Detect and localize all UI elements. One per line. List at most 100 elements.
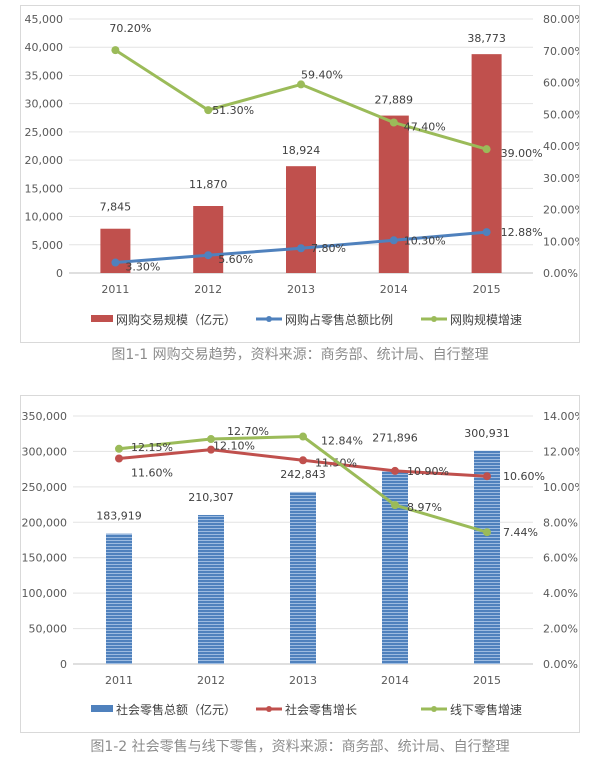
line-point [207,435,215,444]
legend-label: 社会零售增长 [285,702,357,717]
y-right-tick-label: 6.00% [543,552,578,565]
series-line [114,48,488,151]
y-right-tick-label: 50.00% [543,108,579,121]
line-data-label: 51.30% [212,104,254,117]
line-point [483,528,491,537]
legend-label: 网购规模增速 [450,312,522,327]
bar [106,533,132,664]
chart-1-caption: 图1-1 网购交易趋势，资料来源：商务部、统计局、自行整理 [111,347,489,363]
x-tick-label: 2011 [101,283,129,296]
y-right-tick-label: 14.00% [543,410,579,423]
y-right-tick-label: 2.00% [543,623,578,636]
line-point [482,228,491,237]
line-point [111,46,120,55]
y-right-tick-label: 40.00% [543,140,579,153]
line-data-label: 8.97% [407,501,442,514]
legend-label: 社会零售总额（亿元） [116,702,236,717]
y-left-tick-label: 300,000 [22,445,68,458]
y-left-tick-label: 15,000 [25,182,64,195]
y-left-tick-label: 45,000 [25,13,64,26]
line-data-label: 59.40% [301,68,343,81]
line-data-label: 7.80% [311,242,346,255]
x-tick-label: 2015 [473,674,501,687]
line-point [389,236,398,245]
bar [471,54,502,274]
line-point [207,445,215,454]
y-left-tick-label: 250,000 [22,481,68,494]
x-tick-label: 2013 [287,283,315,296]
x-tick-label: 2012 [197,674,225,687]
bar-data-label: 11,870 [189,178,228,191]
line-point [204,251,213,260]
chart-2-retail-sales: 0 50,000 100,000 150,000 200,000 250,000 300,0… [22,410,580,717]
legend-swatch-marker [431,706,437,712]
line-data-label: 11.60% [131,467,173,480]
bar-data-label: 300,931 [464,427,510,440]
y-right-tick-label: 8.00% [543,516,578,529]
legend-swatch-marker [431,316,437,322]
line-data-label: 10.60% [503,470,545,483]
y-right-tick-label: 80.00% [543,13,579,26]
x-tick-label: 2012 [194,283,222,296]
line-data-label: 12.88% [501,226,543,239]
legend-swatch-bar [91,705,113,712]
bar [378,115,409,273]
y-left-tick-label: 200,000 [22,516,68,529]
bar-data-label: 7,845 [100,201,131,214]
bar [286,166,316,273]
line-point [297,80,305,89]
y-right-tick-label: 70.00% [543,45,579,58]
y-left-tick-label: 350,000 [22,410,68,423]
line-data-label: 12.15% [131,441,173,454]
y-right-tick-label: 10.00% [543,235,579,248]
y-left-tick-label: 5,000 [32,239,64,252]
y-left-tick-label: 25,000 [25,126,64,139]
line-point [204,106,213,115]
legend-swatch-marker [266,706,272,712]
line-point [389,118,398,127]
y-left-tick-label: 100,000 [22,587,68,600]
x-tick-label: 2011 [105,674,133,687]
line-data-label: 5.60% [218,253,253,266]
bar-data-label: 183,919 [96,510,142,523]
bar-data-label: 38,773 [467,32,506,45]
line-data-label: 12.10% [213,440,255,453]
legend-label: 网购交易规模（亿元） [116,312,236,327]
line-data-label: 3.30% [125,261,160,274]
y-right-tick-label: 20.00% [543,204,579,217]
line-data-label: 10.30% [404,234,446,247]
y-right-tick-label: 60.00% [543,77,579,90]
bar-data-label: 210,307 [188,491,234,504]
x-tick-label: 2014 [380,283,408,296]
y-left-tick-label: 30,000 [25,98,64,111]
y-left-tick-label: 20,000 [25,154,64,167]
x-tick-label: 2014 [381,674,409,687]
line-point [111,258,120,267]
y-right-tick-label: 30.00% [543,172,579,185]
y-right-tick-label: 10.00% [543,481,579,494]
line-point [297,244,305,253]
line-data-label: 12.70% [227,425,269,438]
legend-swatch-bar [91,315,113,322]
x-tick-label: 2015 [473,283,501,296]
y-right-tick-label: 0.00% [543,267,578,280]
line-data-label: 10.90% [407,465,449,478]
line-data-label: 47.40% [404,121,446,134]
line-data-label: 7.44% [503,526,538,539]
y-left-tick-label: 40,000 [25,41,64,54]
chart-2-frame: 0 50,000 100,000 150,000 200,000 250,000 300,0… [20,395,580,733]
line-point [299,432,307,441]
bar-data-label: 271,896 [372,431,418,444]
chart-2-caption: 图1-2 社会零售与线下零售，资料来源：商务部、统计局、自行整理 [90,739,510,755]
y-left-tick-label: 0 [56,267,63,280]
bar [382,471,408,664]
y-right-tick-label: 4.00% [543,587,578,600]
y-left-tick-label: 0 [60,658,67,671]
line-point [115,454,123,463]
y-left-tick-label: 35,000 [25,69,64,82]
y-right-tick-label: 0.00% [543,658,578,671]
line-data-label: 70.20% [109,22,151,35]
line-point [391,501,399,510]
line-point [391,466,399,475]
bar [198,514,224,664]
